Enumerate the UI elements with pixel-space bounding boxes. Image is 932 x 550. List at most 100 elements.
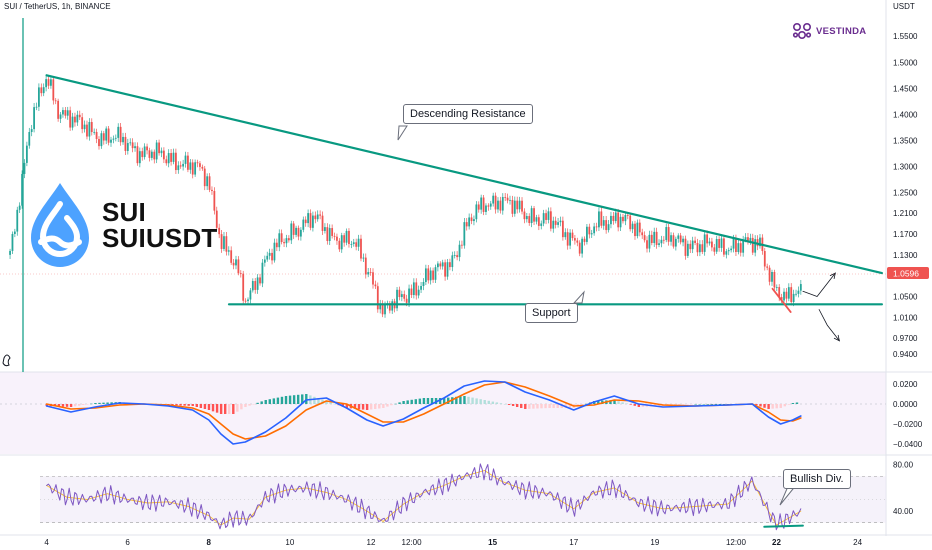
macd-histogram-bar <box>414 399 417 404</box>
price-tick-label: 1.4000 <box>893 110 918 119</box>
macd-histogram-bar <box>568 404 572 408</box>
candle-body <box>602 220 605 226</box>
candle-body <box>559 220 562 223</box>
macd-histogram-bar <box>629 404 632 405</box>
macd-tick-label: 0.0000 <box>893 400 918 409</box>
candle-body <box>674 238 677 247</box>
candle-body <box>492 195 495 204</box>
macd-histogram-bar <box>187 404 190 406</box>
time-tick-label: 12:00 <box>402 538 423 547</box>
candle-body <box>201 166 204 169</box>
macd-histogram-bar <box>106 402 109 404</box>
candle-body <box>398 289 401 298</box>
candle-body <box>194 162 197 175</box>
candle-body <box>388 303 391 311</box>
candle-body <box>244 300 247 302</box>
candle-body <box>37 87 40 107</box>
candle-body <box>655 231 658 245</box>
macd-histogram-bar <box>702 404 705 405</box>
price-tick-label: 1.3000 <box>893 162 918 171</box>
candle-body <box>646 240 648 249</box>
candle-body <box>528 216 531 224</box>
candle-body <box>187 155 189 170</box>
divergence-callout[interactable]: Bullish Div. <box>783 469 851 489</box>
candle-body <box>689 243 692 250</box>
macd-histogram-bar <box>248 404 251 406</box>
candle-body <box>69 110 72 128</box>
macd-histogram-bar <box>544 404 547 409</box>
candle-body <box>177 165 180 171</box>
candle-body <box>74 116 76 123</box>
macd-histogram-bar <box>378 404 381 409</box>
candle-body <box>451 255 454 268</box>
macd-histogram-bar <box>236 404 239 412</box>
support-callout[interactable]: Support <box>525 303 578 323</box>
candle-body <box>482 197 485 212</box>
candle-body <box>13 231 16 234</box>
candle-body <box>665 227 668 241</box>
macd-histogram-bar <box>284 396 288 404</box>
candle-body <box>586 226 588 242</box>
candle-body <box>648 234 651 249</box>
candle-body <box>557 222 559 225</box>
candle-body <box>124 136 127 151</box>
candle-body <box>660 239 663 244</box>
candle-body <box>213 190 216 211</box>
macd-histogram-bar <box>524 404 527 409</box>
price-tick-label: 1.0100 <box>893 313 918 322</box>
last-price-tag <box>887 267 929 279</box>
candle-body <box>598 211 600 228</box>
candle-body <box>396 289 398 309</box>
candle-body <box>751 237 754 253</box>
macd-histogram-bar <box>199 404 203 408</box>
sui-logo-pair: SUIUSDT <box>102 223 218 253</box>
candle-body <box>523 211 526 220</box>
candle-body <box>537 217 540 226</box>
candle-body <box>117 126 120 138</box>
candle-body <box>316 214 319 220</box>
candle-body <box>763 251 766 267</box>
candle-body <box>670 235 672 242</box>
resistance-callout[interactable]: Descending Resistance <box>403 104 533 124</box>
candle-body <box>489 203 492 207</box>
macd-histogram-bar <box>442 398 446 404</box>
candle-body <box>33 107 35 130</box>
candle-body <box>463 222 466 246</box>
candle-body <box>723 238 725 255</box>
candle-body <box>694 240 696 243</box>
candle-body <box>374 284 377 287</box>
candle-body <box>88 122 91 137</box>
macd-histogram-bar <box>292 395 296 404</box>
candle-body <box>456 255 459 258</box>
macd-histogram-bar <box>434 398 438 404</box>
candle-body <box>783 291 785 301</box>
macd-histogram-bar <box>77 404 81 406</box>
candle-body <box>230 250 233 263</box>
candle-body <box>485 205 487 212</box>
macd-histogram-bar <box>57 404 61 407</box>
macd-histogram-bar <box>171 404 174 406</box>
candle-body <box>605 220 608 231</box>
macd-histogram-bar <box>203 404 207 409</box>
candle-body <box>708 241 711 244</box>
candle-body <box>790 287 793 303</box>
macd-histogram-bar <box>345 404 349 408</box>
macd-histogram-bar <box>528 404 531 409</box>
candle-body <box>706 234 708 244</box>
candle-body <box>112 138 115 140</box>
drawing-tool-icon[interactable] <box>2 354 11 367</box>
candle-body <box>780 297 783 301</box>
candle-body <box>682 238 684 243</box>
candle-body <box>328 228 331 241</box>
macd-histogram-bar <box>301 394 304 404</box>
candle-body <box>672 235 675 247</box>
macd-histogram-bar <box>755 404 758 406</box>
macd-histogram-bar <box>795 402 799 404</box>
macd-histogram-bar <box>694 404 697 405</box>
candle-body <box>590 233 593 235</box>
macd-histogram-bar <box>467 396 470 404</box>
macd-histogram-bar <box>556 404 559 408</box>
macd-histogram-bar <box>536 404 539 409</box>
candle-body <box>792 293 795 303</box>
